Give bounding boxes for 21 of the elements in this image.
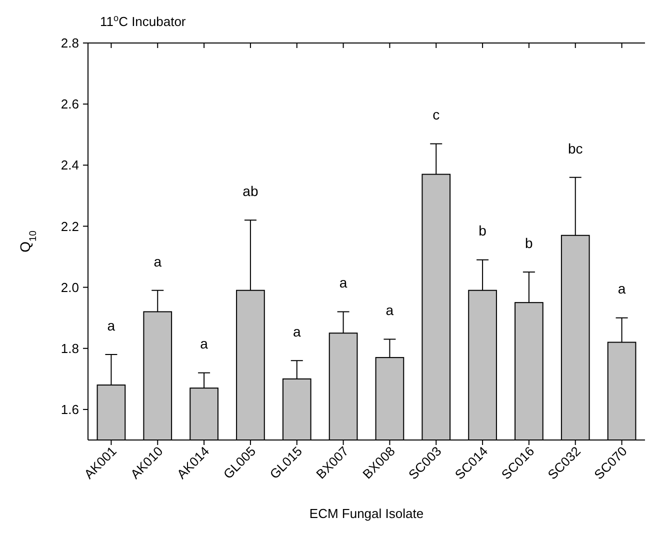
y-tick-label: 1.8	[60, 340, 79, 356]
y-tick-label: 2.0	[60, 280, 79, 295]
annotation: b	[478, 222, 487, 239]
annotation: b	[525, 234, 534, 251]
y-tick-label: 2.8	[60, 36, 79, 51]
annotation: a	[107, 317, 116, 334]
y-tick-label: 2.6	[60, 96, 79, 112]
annotation: c	[432, 106, 440, 123]
y-tick-label: 2.2	[60, 218, 79, 234]
annotation: a	[339, 274, 348, 291]
annotation: bc	[568, 140, 583, 156]
annotation: a	[618, 280, 626, 297]
annotation: a	[154, 253, 162, 270]
y-tick-label: 1.6	[60, 402, 79, 418]
x-axis-title: ECM Fungal Isolate	[309, 506, 424, 521]
annotation: a	[292, 324, 301, 340]
annotation: a	[386, 302, 394, 318]
y-tick-label: 2.4	[60, 158, 79, 173]
annotation: a	[200, 336, 208, 352]
annotation: ab	[242, 183, 258, 200]
chart-title: 11$^{o}$C Incubator	[100, 13, 186, 29]
